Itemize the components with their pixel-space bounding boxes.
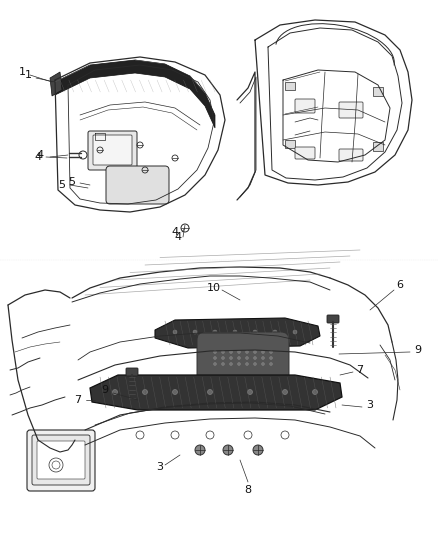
FancyBboxPatch shape	[197, 332, 289, 384]
Circle shape	[253, 445, 263, 455]
Circle shape	[195, 445, 205, 455]
FancyBboxPatch shape	[37, 441, 85, 479]
Circle shape	[269, 362, 272, 366]
Circle shape	[254, 351, 257, 353]
FancyBboxPatch shape	[93, 135, 132, 165]
Text: 9: 9	[414, 345, 421, 355]
Text: 7: 7	[74, 395, 81, 405]
Circle shape	[213, 330, 217, 334]
Text: 4: 4	[36, 150, 43, 160]
FancyBboxPatch shape	[126, 368, 138, 376]
Text: 1: 1	[25, 70, 32, 80]
Circle shape	[246, 362, 248, 366]
Circle shape	[208, 390, 212, 394]
Circle shape	[261, 351, 265, 353]
Text: 3: 3	[156, 462, 163, 472]
Circle shape	[237, 351, 240, 353]
Circle shape	[193, 330, 197, 334]
Text: 8: 8	[244, 485, 251, 495]
Text: 4: 4	[35, 152, 42, 162]
Text: 9: 9	[102, 385, 109, 395]
Circle shape	[113, 390, 117, 394]
Circle shape	[247, 390, 252, 394]
FancyBboxPatch shape	[295, 147, 315, 159]
Circle shape	[283, 390, 287, 394]
Text: 5: 5	[59, 180, 66, 190]
Circle shape	[246, 357, 248, 359]
Polygon shape	[50, 72, 62, 96]
Text: 3: 3	[367, 400, 374, 410]
FancyBboxPatch shape	[373, 142, 383, 151]
Circle shape	[223, 445, 233, 455]
Circle shape	[261, 357, 265, 359]
Polygon shape	[155, 318, 320, 348]
Text: 6: 6	[396, 280, 403, 290]
Circle shape	[222, 362, 225, 366]
Circle shape	[269, 351, 272, 353]
Circle shape	[254, 362, 257, 366]
Text: 4: 4	[174, 232, 182, 242]
Polygon shape	[55, 60, 215, 128]
Circle shape	[213, 357, 216, 359]
Circle shape	[293, 330, 297, 334]
FancyBboxPatch shape	[32, 435, 90, 485]
Circle shape	[173, 390, 177, 394]
FancyBboxPatch shape	[339, 102, 363, 118]
Circle shape	[142, 390, 148, 394]
FancyBboxPatch shape	[327, 315, 339, 323]
Text: 1: 1	[18, 67, 25, 77]
Circle shape	[213, 362, 216, 366]
Polygon shape	[90, 375, 342, 410]
FancyBboxPatch shape	[27, 430, 95, 491]
Circle shape	[237, 357, 240, 359]
Circle shape	[230, 351, 233, 353]
Circle shape	[222, 357, 225, 359]
FancyBboxPatch shape	[339, 149, 363, 161]
Text: 7: 7	[357, 365, 364, 375]
Circle shape	[230, 362, 233, 366]
Circle shape	[254, 357, 257, 359]
Text: 10: 10	[207, 283, 221, 293]
FancyBboxPatch shape	[295, 99, 315, 113]
Circle shape	[233, 330, 237, 334]
FancyBboxPatch shape	[285, 82, 295, 90]
FancyBboxPatch shape	[285, 140, 295, 148]
Circle shape	[222, 351, 225, 353]
Circle shape	[269, 357, 272, 359]
Circle shape	[213, 351, 216, 353]
Circle shape	[261, 362, 265, 366]
FancyBboxPatch shape	[88, 131, 137, 170]
Text: 4: 4	[171, 227, 179, 237]
Circle shape	[273, 330, 277, 334]
Circle shape	[173, 330, 177, 334]
Circle shape	[246, 351, 248, 353]
FancyBboxPatch shape	[373, 87, 383, 96]
FancyBboxPatch shape	[106, 166, 169, 204]
Text: 5: 5	[68, 177, 75, 187]
Circle shape	[253, 330, 257, 334]
Circle shape	[230, 357, 233, 359]
Circle shape	[237, 362, 240, 366]
Circle shape	[312, 390, 318, 394]
